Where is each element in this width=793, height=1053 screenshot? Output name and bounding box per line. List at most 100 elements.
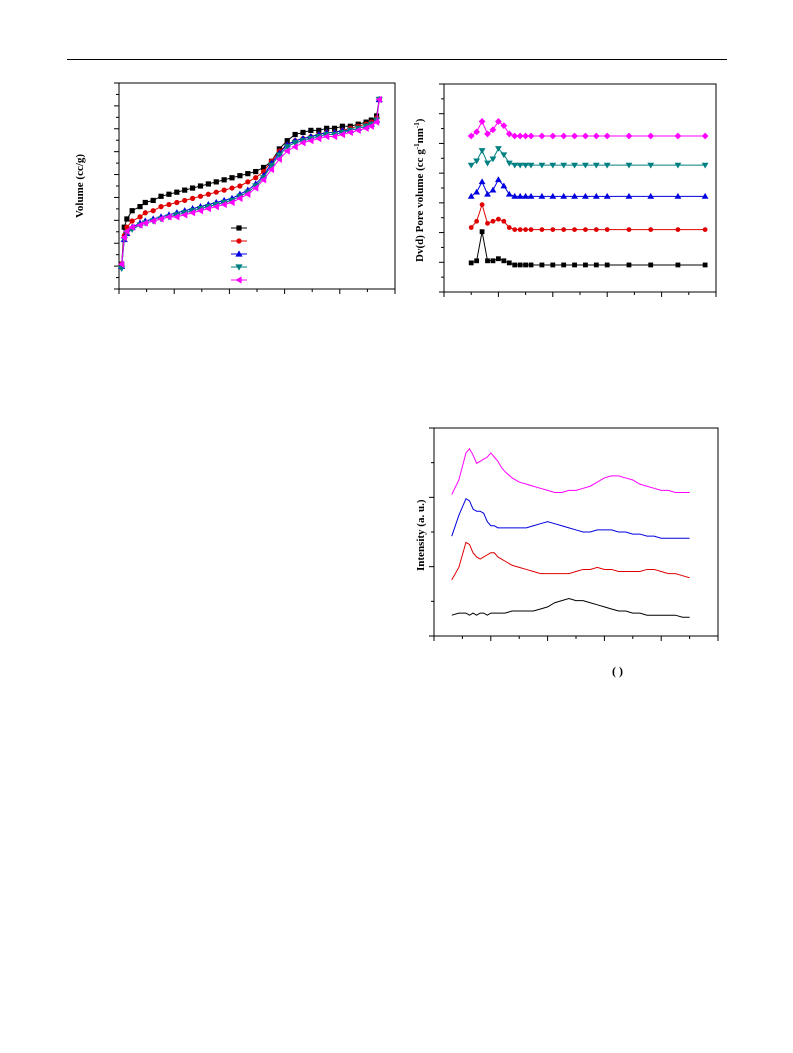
fig-a-point xyxy=(205,181,211,187)
fig-b-point xyxy=(511,162,519,169)
fig-b-point xyxy=(582,132,589,140)
fig-a-point xyxy=(150,208,156,214)
fig-b-point xyxy=(501,218,507,224)
fig-a-point xyxy=(142,210,148,216)
fig-b-point xyxy=(523,227,528,233)
fig-b-point xyxy=(647,162,655,169)
fig-b-point xyxy=(522,162,529,169)
fig-b-point xyxy=(505,160,513,167)
fig-b-series-2 xyxy=(467,176,709,199)
fig-b-point xyxy=(523,262,528,268)
fig-a-point xyxy=(375,95,382,104)
fig-a-point xyxy=(229,175,235,181)
fig-b-point xyxy=(527,192,535,199)
fig-a-point xyxy=(236,194,243,202)
fig-a-point xyxy=(275,155,282,163)
fig-b-point xyxy=(478,178,486,185)
fig-a-point xyxy=(315,135,322,143)
fig-a-point xyxy=(253,168,259,175)
fig-b-point xyxy=(603,132,611,140)
fig-b-point xyxy=(538,192,546,199)
fig-b-point xyxy=(522,192,529,199)
fig-a-point xyxy=(299,139,306,147)
fig-b-point xyxy=(675,227,681,233)
fig-b-point xyxy=(593,227,599,233)
fig-b-point xyxy=(538,132,546,140)
fig-b-point xyxy=(702,227,708,233)
fig-b-point xyxy=(500,152,508,159)
fig-b-point xyxy=(511,192,519,199)
fig-a-point xyxy=(283,144,291,151)
fig-a-point xyxy=(275,152,283,159)
fig-b-point xyxy=(467,132,475,140)
fig-b-point xyxy=(468,260,474,266)
fig-b-point xyxy=(505,190,513,197)
fig-a-point xyxy=(245,171,251,177)
fig-a-point xyxy=(267,162,276,169)
fig-a-point xyxy=(158,193,164,199)
fig-b-series-line xyxy=(470,147,706,166)
fig-b-point xyxy=(561,262,567,268)
fig-a-point xyxy=(124,216,130,222)
fig-b-point xyxy=(490,258,496,264)
fig-a-point xyxy=(338,130,346,139)
fig-a-point xyxy=(260,164,267,171)
fig-c-xlabel-paren: ( ) xyxy=(612,664,623,678)
fig-b-point xyxy=(560,132,568,140)
fig-b-ylabel-part: -1 xyxy=(413,143,421,149)
fig-a-point xyxy=(123,227,130,235)
fig-b-point xyxy=(674,162,682,169)
fig-b-point xyxy=(517,262,523,268)
fig-b-point xyxy=(527,132,535,140)
fig-a-point xyxy=(142,199,148,206)
fig-b-point xyxy=(648,227,654,233)
fig-c-series-2 xyxy=(451,541,690,581)
fig-b-point xyxy=(495,176,502,183)
fig-b-point xyxy=(674,192,682,199)
fig-b-point xyxy=(489,156,497,163)
fig-a-point xyxy=(267,165,275,174)
fig-b-point xyxy=(583,227,588,233)
fig-a-point xyxy=(174,199,180,206)
fig-b-point xyxy=(582,192,589,199)
fig-b-point xyxy=(527,162,535,169)
fig-a-point xyxy=(229,185,235,191)
fig-a-point xyxy=(157,215,164,223)
fig-b-point xyxy=(549,132,557,140)
fig-b-point xyxy=(674,132,682,140)
fig-b-series-4 xyxy=(468,229,708,268)
fig-b-point xyxy=(603,162,611,169)
fig-b-point xyxy=(538,162,546,169)
fig-b-point xyxy=(479,202,485,208)
fig-b-point xyxy=(516,162,524,169)
fig-a-point xyxy=(308,127,314,133)
fig-a-point xyxy=(330,132,338,141)
fig-c-series-0 xyxy=(451,447,690,495)
fig-a-legend-marker xyxy=(236,225,242,231)
fig-a-point xyxy=(244,190,251,198)
fig-b-point xyxy=(511,132,519,140)
fig-b-point xyxy=(626,262,632,268)
fig-a-point xyxy=(237,183,243,189)
fig-b-point xyxy=(484,190,491,197)
fig-b-ylabel: Dv(d) Pore volume (cc g-1nm-1) xyxy=(413,118,426,262)
fig-b-point xyxy=(647,132,655,140)
fig-b-point xyxy=(625,192,633,199)
fig-b-point xyxy=(592,162,600,169)
fig-a-point xyxy=(292,131,298,138)
fig-a-point xyxy=(197,183,204,189)
fig-b-point xyxy=(582,162,589,169)
fig-a-point xyxy=(367,122,374,130)
fig-a-series-4 xyxy=(118,95,382,268)
fig-b-series-0 xyxy=(467,118,709,140)
fig-a-point xyxy=(354,126,361,134)
fig-b-point xyxy=(583,262,588,268)
fig-a-legend-marker xyxy=(236,238,242,244)
fig-b-point xyxy=(473,158,481,165)
fig-a-point xyxy=(182,197,188,204)
fig-b-point xyxy=(549,162,557,169)
fig-b-point xyxy=(467,192,475,199)
fig-b-point xyxy=(495,146,502,152)
fig-b-point xyxy=(701,192,709,199)
